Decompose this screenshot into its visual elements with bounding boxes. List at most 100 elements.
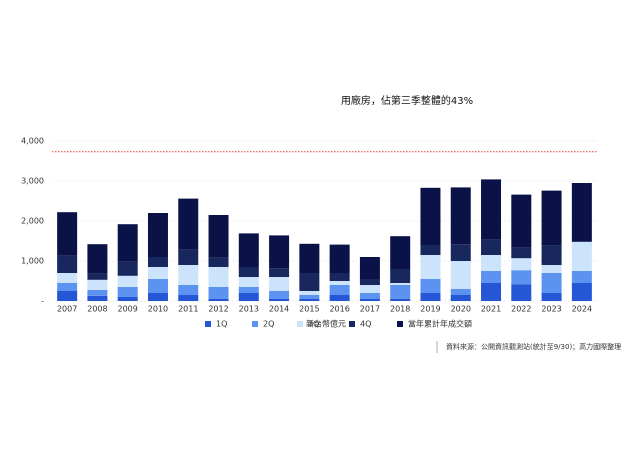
y-tick-label: 4,000: [21, 137, 44, 146]
bar-segment: [481, 255, 502, 271]
legend-swatch: [349, 321, 355, 327]
bar-segment: [450, 261, 471, 289]
x-tick-label: 2023: [541, 305, 561, 314]
bar-segment: [450, 295, 471, 301]
bar-segment: [511, 270, 532, 285]
x-tick-label: 2009: [118, 305, 138, 314]
y-tick-label: 1,000: [21, 257, 44, 266]
legend-label: 3Q: [308, 320, 319, 329]
bar-segment: [420, 279, 441, 293]
bar-segment: [208, 267, 229, 287]
x-tick-label: 2016: [329, 305, 349, 314]
bar-segment: [299, 299, 320, 301]
bar-segment: [117, 261, 138, 276]
legend-swatch: [252, 321, 258, 327]
bar-segment: [57, 212, 78, 256]
chart-title: 用廠房，佔第三季整體的43%: [341, 94, 473, 107]
bar-segment: [481, 271, 502, 283]
x-tick-label: 2017: [360, 305, 380, 314]
bar-segment: [420, 245, 441, 255]
bar-segment: [269, 291, 290, 299]
bar-segment: [57, 291, 78, 301]
bar-segment: [147, 279, 168, 293]
bar-segment: [57, 255, 78, 273]
x-tick-label: 2014: [269, 305, 289, 314]
legend-label: 1Q: [216, 320, 227, 329]
x-tick-label: 2011: [178, 305, 198, 314]
source: 資料來源：公開資訊觀測站(統計至9/30)；高力國際整理: [446, 342, 621, 351]
bar-segment: [481, 239, 502, 255]
bar-segment: [238, 293, 259, 301]
bar-segment: [359, 257, 380, 279]
bar-segment: [329, 285, 350, 295]
bar-segment: [269, 277, 290, 291]
bar-segment: [450, 244, 471, 261]
bar-segment: [87, 273, 108, 280]
bar-segment: [481, 283, 502, 301]
bar-segment: [117, 275, 138, 287]
bar-segment: [359, 279, 380, 285]
bar-segment: [87, 289, 108, 296]
x-tick-label: 2010: [148, 305, 168, 314]
bar-segment: [269, 268, 290, 277]
x-tick-label: 2019: [420, 305, 440, 314]
bar-segment: [87, 244, 108, 274]
x-tick-label: 2022: [511, 305, 531, 314]
bar-segment: [57, 283, 78, 291]
bar-segment: [178, 285, 199, 295]
bar-segment: [511, 194, 532, 248]
bar-segment: [359, 285, 380, 293]
bar-segment: [450, 289, 471, 295]
bar-segment: [147, 213, 168, 257]
bar-segment: [299, 273, 320, 291]
bar-segment: [117, 224, 138, 262]
bar-segment: [390, 269, 411, 283]
bar-segment: [481, 179, 502, 240]
bar-segment: [571, 283, 592, 301]
bar-segment: [208, 287, 229, 299]
bar-segment: [571, 241, 592, 271]
legend-label: 當年累計年成交額: [408, 319, 472, 329]
bar-segment: [511, 247, 532, 259]
bar-segment: [238, 287, 259, 293]
y-tick-label: -: [41, 297, 44, 306]
bar-segment: [541, 265, 562, 273]
bar-segment: [390, 299, 411, 301]
bar-segment: [329, 273, 350, 281]
x-tick-label: 2008: [87, 305, 107, 314]
bar-segment: [359, 299, 380, 301]
bar-segment: [571, 183, 592, 242]
bar-segment: [147, 257, 168, 267]
bar-segment: [208, 299, 229, 301]
x-tick-label: 2007: [57, 305, 77, 314]
bar-segment: [329, 281, 350, 285]
bar-segment: [238, 233, 259, 267]
bar-segment: [420, 187, 441, 245]
bar-segment: [178, 198, 199, 250]
y-tick-label: 3,000: [21, 177, 44, 186]
bar-segment: [208, 257, 229, 267]
bar-segment: [208, 215, 229, 258]
bar-segment: [269, 299, 290, 301]
bar-segment: [541, 273, 562, 293]
bar-segment: [390, 236, 411, 269]
bar-segment: [299, 243, 320, 273]
bar-segment: [541, 190, 562, 246]
bar-segment: [117, 287, 138, 297]
bar-segment: [450, 187, 471, 245]
bar-segment: [238, 277, 259, 287]
bar-segment: [329, 244, 350, 273]
bar-segment: [299, 291, 320, 295]
bar-segment: [269, 235, 290, 269]
bar-segment: [178, 249, 199, 265]
bar-segment: [178, 295, 199, 301]
y-tick-label: 2,000: [21, 217, 44, 226]
legend-swatch: [397, 321, 403, 327]
bar-segment: [541, 245, 562, 265]
x-tick-label: 2021: [481, 305, 501, 314]
legend-label: 4Q: [360, 320, 371, 329]
bar-segment: [87, 295, 108, 301]
bar-segment: [299, 295, 320, 299]
bar-segment: [87, 279, 108, 290]
